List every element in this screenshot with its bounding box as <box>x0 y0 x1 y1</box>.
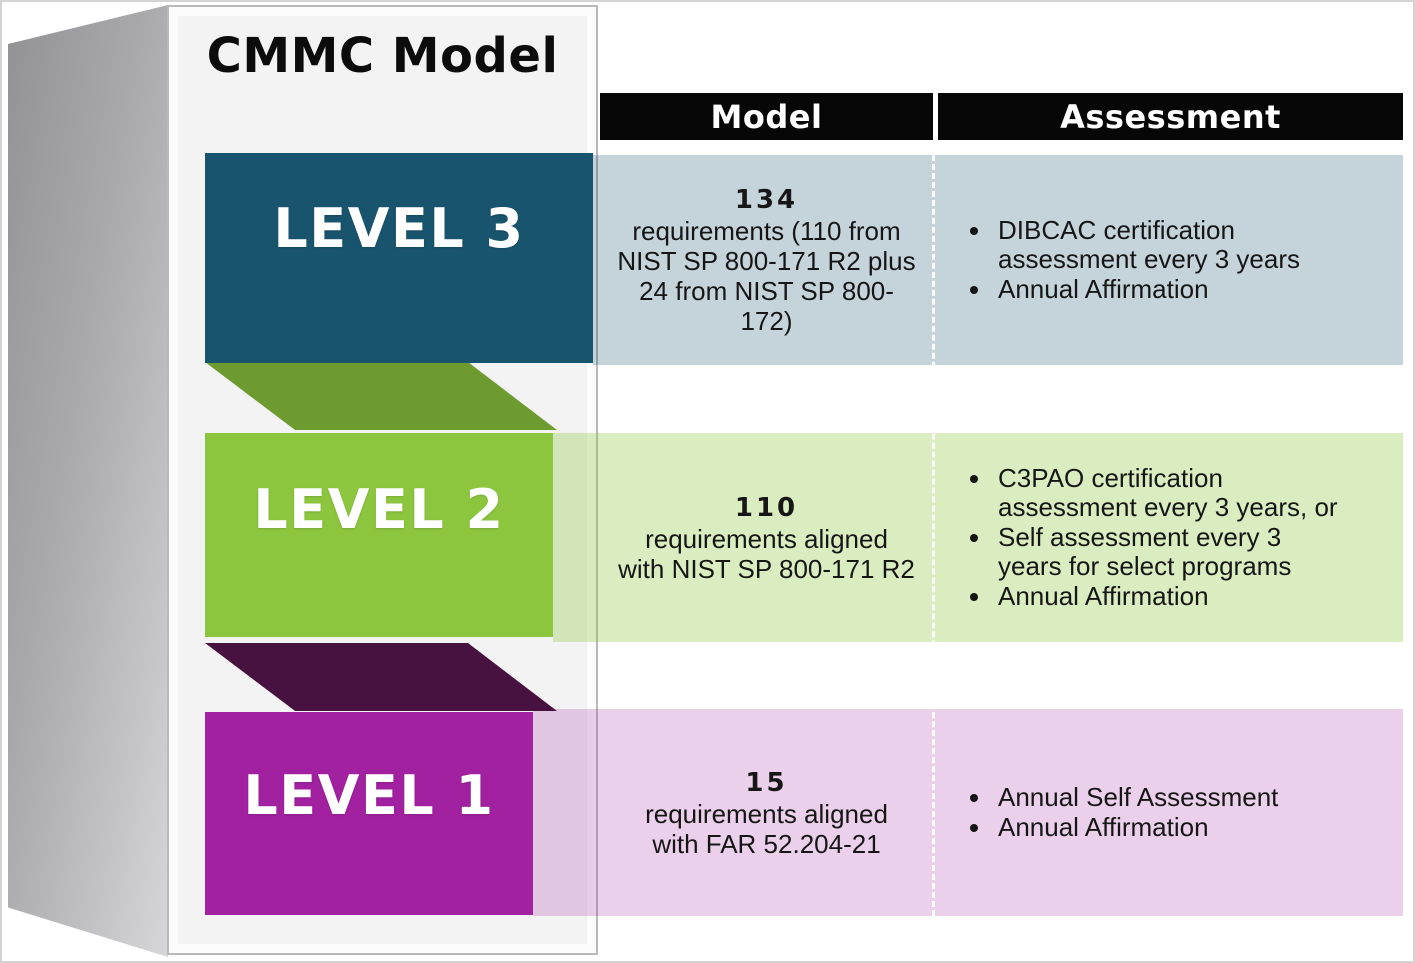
assessment-list: C3PAO certification assessment every 3 y… <box>960 463 1356 612</box>
column-header-model: Model <box>600 93 933 140</box>
assessment-item: Self assessment every 3 years for select… <box>960 523 1350 581</box>
assessment-item: Annual Self Assessment <box>960 783 1350 812</box>
assessment-item-text: Annual Affirmation <box>998 581 1209 611</box>
column-divider-dashed <box>932 155 935 916</box>
level-1-box: LEVEL 1 <box>205 712 533 915</box>
model-line: with FAR 52.204-21 <box>652 828 881 859</box>
assessment-list: DIBCAC certification assessment every 3 … <box>960 215 1356 305</box>
model-line: requirements (110 from <box>632 216 901 246</box>
column-header-model-label: Model <box>710 97 823 136</box>
level-2-assessment-cell: C3PAO certification assessment every 3 y… <box>938 433 1403 642</box>
level-2-row-tint <box>553 433 1403 642</box>
model-line: requirements aligned <box>645 523 888 554</box>
assessment-item-text: Annual Affirmation <box>998 812 1209 842</box>
level-3-label: LEVEL 3 <box>273 196 525 260</box>
bullet-icon <box>970 475 978 483</box>
bullet-icon <box>970 824 978 832</box>
level-3-box: LEVEL 3 <box>205 153 593 363</box>
level-3-requirement-count: 134 <box>734 185 799 215</box>
page-title: CMMC Model <box>206 28 559 84</box>
level-3-model-description: requirements (110 from NIST SP 800-171 R… <box>615 216 919 336</box>
column-header-assessment-label: Assessment <box>1060 97 1281 136</box>
assessment-item-text: C3PAO certification assessment every 3 y… <box>998 463 1338 522</box>
assessment-item-text: Self assessment every 3 years for select… <box>998 522 1292 581</box>
bullet-icon <box>970 593 978 601</box>
assessment-item-text: Annual Affirmation <box>998 274 1209 304</box>
level-1-row-tint <box>533 709 1403 916</box>
model-line: 172) <box>740 306 793 336</box>
assessment-item: Annual Affirmation <box>960 582 1350 611</box>
bullet-icon <box>970 794 978 802</box>
bullet-icon <box>970 286 978 294</box>
level-2-requirement-count: 110 <box>734 492 799 523</box>
assessment-item: DIBCAC certification assessment every 3 … <box>960 216 1350 274</box>
bullet-icon <box>970 534 978 542</box>
model-line: NIST SP 800-171 R2 plus <box>617 246 916 276</box>
level-1-label: LEVEL 1 <box>243 764 495 827</box>
level-2-model-description: requirements aligned with NIST SP 800-17… <box>615 524 919 584</box>
assessment-list: Annual Self Assessment Annual Affirmatio… <box>960 782 1356 843</box>
level-3-assessment-cell: DIBCAC certification assessment every 3 … <box>938 155 1403 365</box>
bullet-icon <box>970 227 978 235</box>
level-3-row-tint <box>593 155 1403 365</box>
model-line: 24 from NIST SP 800- <box>639 276 894 306</box>
column-header-assessment: Assessment <box>938 93 1403 140</box>
assessment-item-text: Annual Self Assessment <box>998 782 1279 812</box>
level-1-assessment-cell: Annual Self Assessment Annual Affirmatio… <box>938 709 1403 916</box>
level-1-model-description: requirements aligned with FAR 52.204-21 <box>615 799 919 859</box>
model-line: with NIST SP 800-171 R2 <box>618 553 915 584</box>
level-2-label: LEVEL 2 <box>253 477 505 541</box>
level-2-box: LEVEL 2 <box>205 433 553 637</box>
assessment-item: C3PAO certification assessment every 3 y… <box>960 464 1350 522</box>
assessment-item: Annual Affirmation <box>960 813 1350 842</box>
assessment-item: Annual Affirmation <box>960 275 1350 304</box>
level-1-requirement-count: 15 <box>745 767 788 798</box>
card-side-face <box>8 5 168 957</box>
model-line: requirements aligned <box>645 798 888 829</box>
level-1-model-cell: 15 requirements aligned with FAR 52.204-… <box>600 709 933 916</box>
assessment-item-text: DIBCAC certification assessment every 3 … <box>998 215 1301 274</box>
level-3-model-cell: 134 requirements (110 from NIST SP 800-1… <box>600 155 933 365</box>
level-2-model-cell: 110 requirements aligned with NIST SP 80… <box>600 433 933 642</box>
